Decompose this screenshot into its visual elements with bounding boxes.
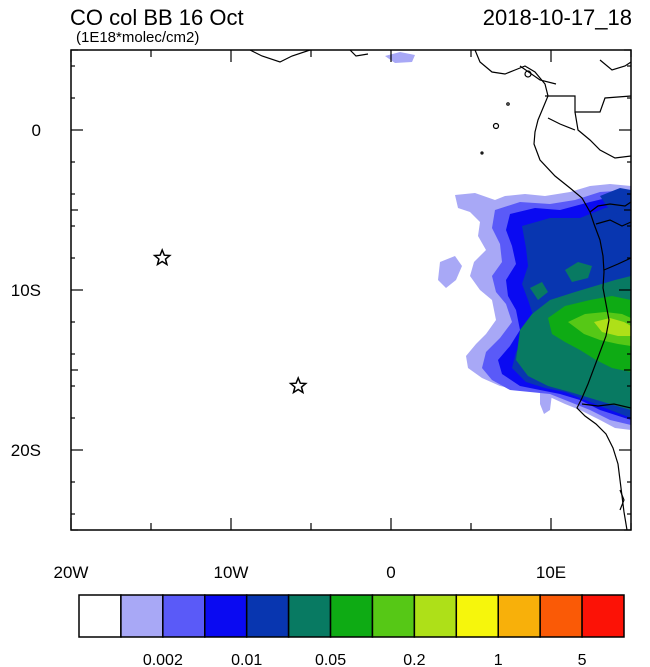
- plume-teal-mid: [530, 282, 548, 300]
- colorbar-label: 0.05: [315, 652, 346, 667]
- coastline-north: [249, 50, 311, 63]
- coastline-africa-west: [474, 50, 628, 530]
- colorbar: [78, 594, 625, 638]
- colorbar-label: 1: [494, 652, 503, 667]
- plume-teal-north: [565, 262, 592, 282]
- border-inland-6: [603, 257, 631, 271]
- coastline-north2: [349, 50, 369, 57]
- plume-patch-south: [540, 392, 552, 414]
- island-3: [506, 102, 510, 106]
- star-markers: [152, 247, 308, 395]
- colorbar-swatch: [539, 594, 583, 638]
- plume-patch-north: [385, 52, 415, 63]
- colorbar-swatch: [204, 594, 248, 638]
- lake-fragment: [619, 489, 625, 511]
- colorbar-labels: 0.002 0.01 0.05 0.2 1 5: [143, 652, 587, 667]
- colorbar-swatch: [287, 594, 332, 638]
- colorbar-swatch: [581, 594, 625, 638]
- y-tick-label: 20S: [11, 441, 41, 460]
- border-inland-9: [599, 59, 631, 71]
- colorbar-swatch: [162, 594, 206, 638]
- coastlines: [249, 50, 631, 530]
- x-tick-label: 10E: [536, 563, 566, 582]
- plume-dark-coast: [600, 188, 631, 214]
- colorbar-swatch: [455, 594, 499, 638]
- colorbar-swatch: [78, 594, 122, 638]
- x-tick-label: 0: [386, 563, 395, 582]
- x-tick-label: 20W: [54, 563, 89, 582]
- border-inland-1: [545, 95, 631, 113]
- axis-ticks: [70, 49, 632, 531]
- map-title: CO col BB 16 Oct: [70, 5, 244, 30]
- y-tick-label: 10S: [11, 281, 41, 300]
- islands: [480, 70, 532, 155]
- star-marker-icon: [152, 247, 172, 267]
- border-inland-2: [574, 111, 631, 159]
- island-2: [492, 122, 500, 130]
- map-panel: 20W 10W 0 10E 0 10S 20S: [11, 49, 632, 582]
- colorbar-swatch: [245, 594, 290, 638]
- island-1: [524, 70, 532, 78]
- plume-layer-yellowgreen: [594, 318, 631, 336]
- colorbar-swatch: [120, 594, 164, 638]
- colorbar-label: 0.002: [143, 652, 183, 667]
- border-inland-3: [547, 117, 576, 131]
- colorbar-swatch: [329, 594, 374, 638]
- map-subtitle: (1E18*molec/cm2): [76, 29, 199, 46]
- colorbar-label: 0.01: [231, 652, 262, 667]
- star-marker-icon: [288, 375, 308, 395]
- colorbar-label: 5: [578, 652, 587, 667]
- colorbar-swatch: [497, 594, 541, 638]
- colorbar-swatch: [371, 594, 416, 638]
- border-inland-4: [589, 201, 631, 213]
- y-tick-label: 0: [32, 121, 41, 140]
- x-tick-label: 10W: [214, 563, 249, 582]
- border-inland-7: [581, 403, 631, 409]
- colorbar-swatch: [413, 594, 458, 638]
- colorbar-label: 0.2: [403, 652, 425, 667]
- island-4: [480, 151, 484, 155]
- plume-patch-west: [438, 256, 462, 288]
- co-plume: [385, 52, 631, 430]
- axis-tick-labels: 20W 10W 0 10E 0 10S 20S: [11, 121, 566, 582]
- map-timestamp: 2018-10-17_18: [483, 5, 632, 30]
- border-inland-5: [595, 219, 631, 227]
